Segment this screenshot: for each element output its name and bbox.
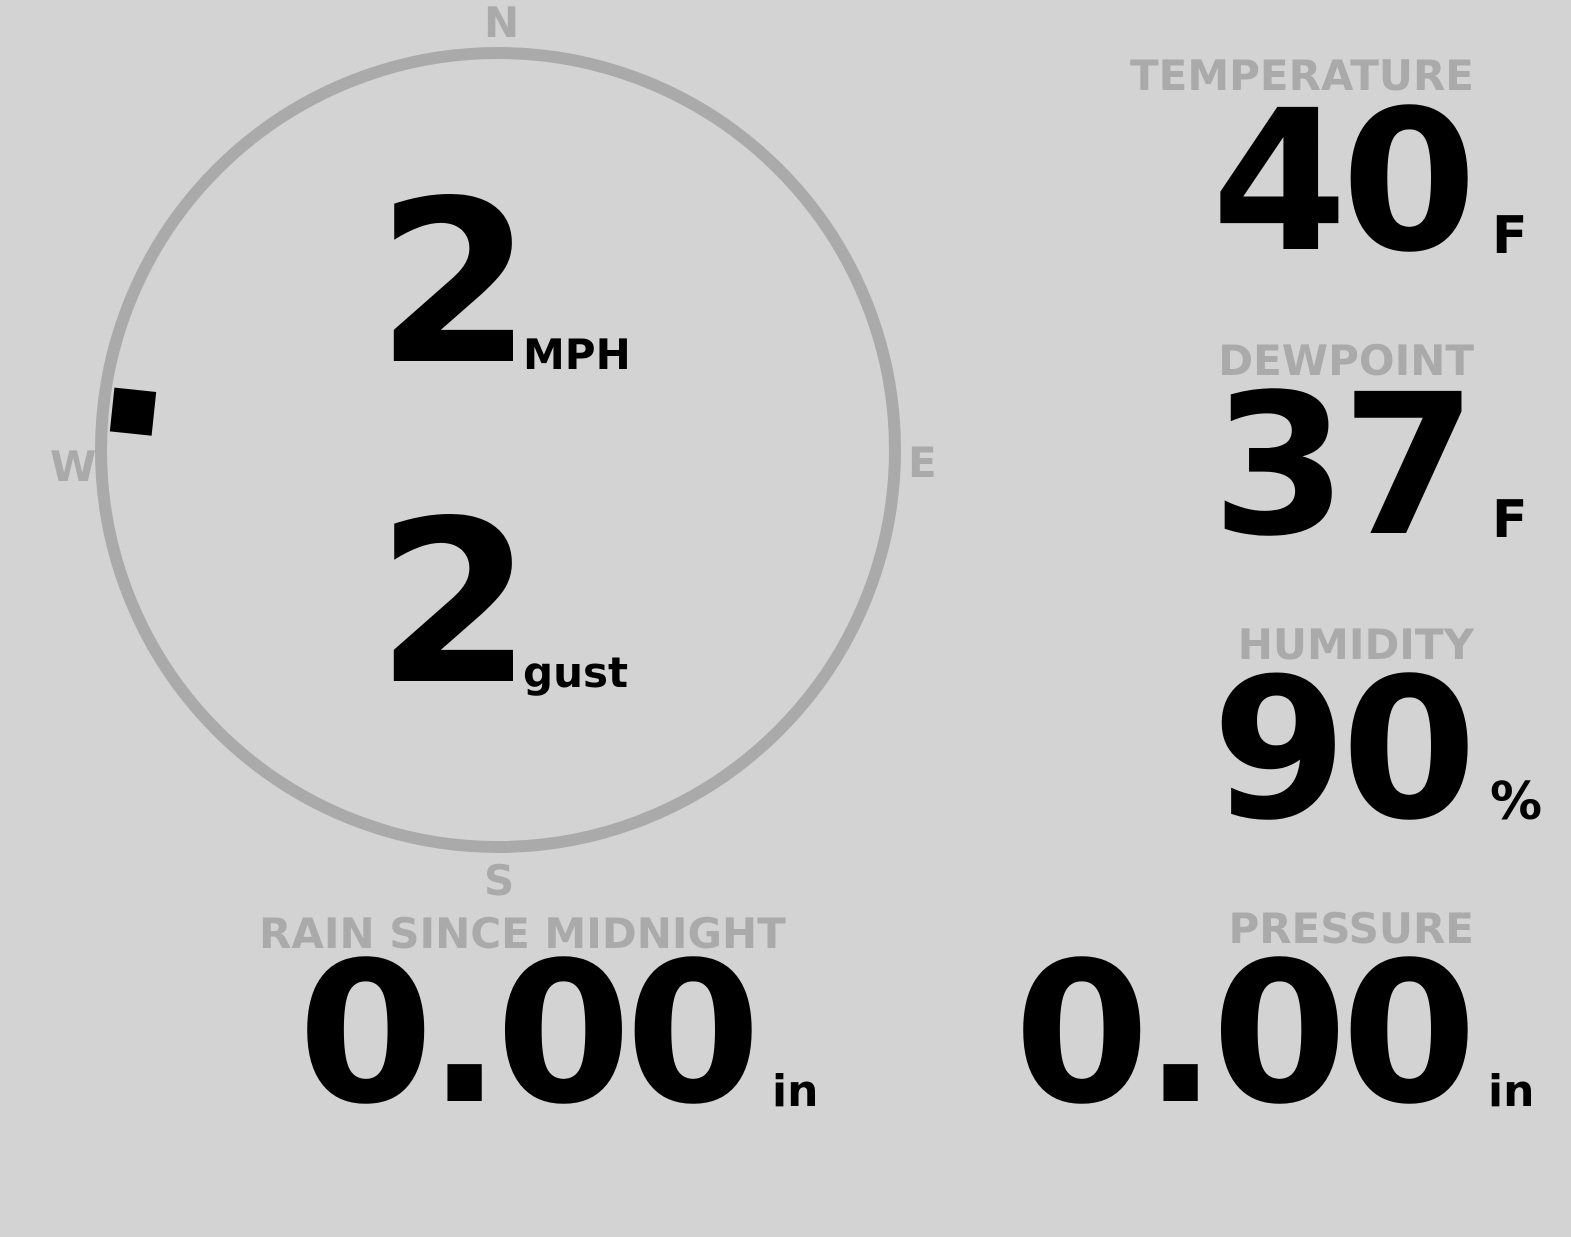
temperature-label: TEMPERATURE bbox=[1130, 51, 1474, 100]
humidity-value: 90 bbox=[1211, 636, 1477, 863]
humidity-card: HUMIDITY bbox=[1238, 624, 1474, 666]
compass-east-label: E bbox=[908, 438, 937, 487]
dewpoint-card: DEWPOINT bbox=[1218, 340, 1474, 382]
compass-west-label: W bbox=[50, 442, 97, 491]
rain-value: 0.00 bbox=[297, 920, 761, 1147]
compass-south-label: S bbox=[484, 856, 515, 905]
wind-gust-value: 2 bbox=[376, 473, 533, 735]
dewpoint-unit: F bbox=[1492, 490, 1528, 550]
temperature-unit: F bbox=[1492, 206, 1528, 266]
pressure-label: PRESSURE bbox=[1228, 904, 1474, 953]
pressure-card: PRESSURE bbox=[1228, 908, 1474, 950]
dewpoint-value: 37 bbox=[1211, 352, 1477, 579]
wind-compass bbox=[95, 47, 901, 853]
temperature-value: 40 bbox=[1211, 68, 1477, 295]
rain-unit: in bbox=[772, 1066, 819, 1117]
humidity-unit: % bbox=[1490, 772, 1543, 832]
wind-direction-marker bbox=[109, 387, 157, 436]
rain-label: RAIN SINCE MIDNIGHT bbox=[259, 909, 786, 958]
pressure-unit: in bbox=[1488, 1066, 1535, 1117]
temperature-card: TEMPERATURE bbox=[1130, 55, 1474, 97]
wind-speed-value: 2 bbox=[376, 153, 533, 415]
wind-gust-unit: gust bbox=[523, 648, 629, 697]
dewpoint-label: DEWPOINT bbox=[1218, 336, 1474, 385]
wind-speed-unit: MPH bbox=[523, 330, 631, 379]
pressure-value: 0.00 bbox=[1013, 920, 1477, 1147]
compass-north-label: N bbox=[484, 0, 520, 47]
compass-ring bbox=[95, 47, 901, 853]
humidity-label: HUMIDITY bbox=[1237, 620, 1474, 669]
